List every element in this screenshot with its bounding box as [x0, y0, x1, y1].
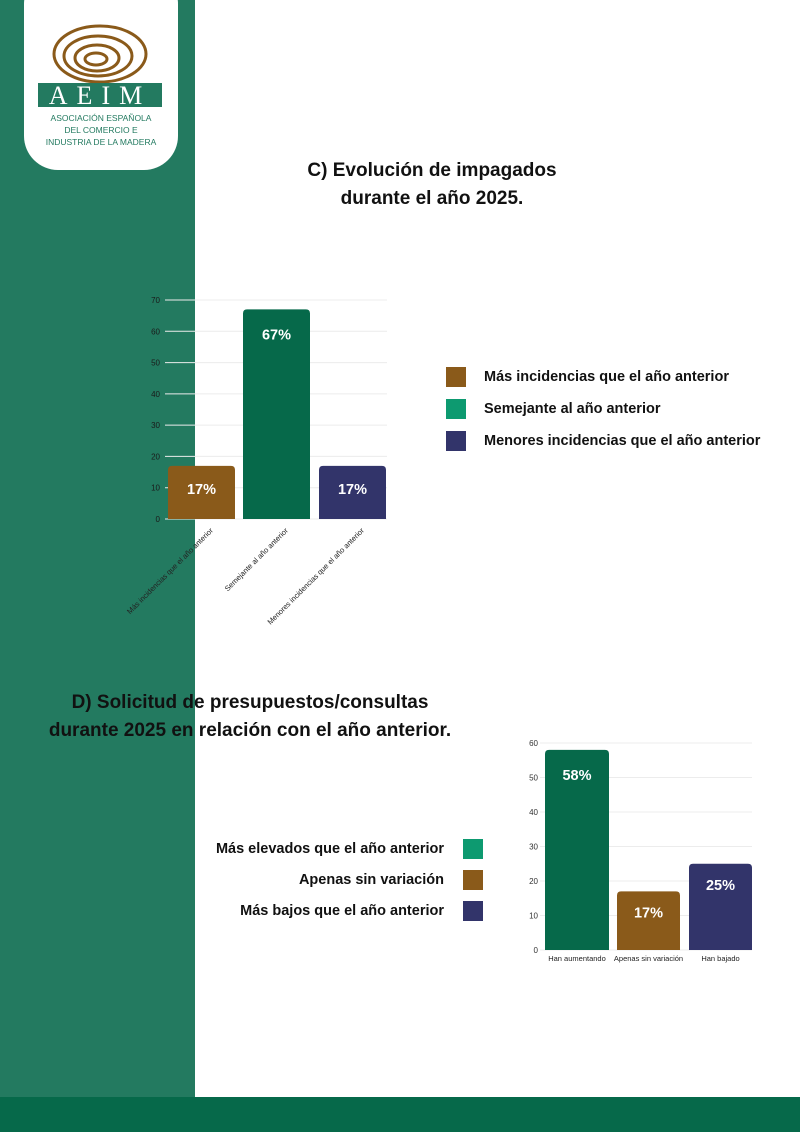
- legend-swatch: [463, 870, 483, 890]
- bar: [319, 465, 386, 519]
- bar: [243, 309, 310, 519]
- footer-band: [0, 1097, 800, 1132]
- bar: [617, 891, 680, 950]
- bar-data-label: 67%: [262, 327, 291, 343]
- legend-c-item: Menores incidencias que el año anterior: [446, 431, 760, 451]
- legend-d-item: Más bajos que el año anterior: [240, 901, 483, 921]
- legend-label: Menores incidencias que el año anterior: [484, 433, 761, 449]
- legend-c-item: Semejante al año anterior: [446, 399, 660, 419]
- y-tick-label: 0: [156, 515, 161, 524]
- legend-swatch: [463, 839, 483, 859]
- logo-subtitle-line: DEL COMERCIO E: [64, 125, 138, 135]
- title-line: durante el año 2025.: [340, 188, 524, 209]
- logo-subtitle: ASOCIACIÓN ESPAÑOLA DEL COMERCIO E INDUS…: [26, 112, 176, 148]
- y-tick-label: 50: [151, 359, 160, 368]
- bar: [689, 863, 752, 950]
- legend-label: Más elevados que el año anterior: [215, 841, 444, 857]
- x-tick-label: Apenas sin variación: [614, 954, 683, 963]
- legend-label: Apenas sin variación: [298, 872, 444, 888]
- section-d-title: D) Solicitud de presupuestos/consultas d…: [20, 689, 480, 745]
- y-tick-label: 50: [529, 774, 538, 783]
- y-tick-label: 10: [151, 484, 160, 493]
- legend-d-item: Más elevados que el año anterior: [216, 839, 483, 859]
- legend-swatch: [446, 431, 466, 451]
- y-tick-label: 20: [529, 877, 538, 886]
- title-line: D) Solicitud de presupuestos/consultas: [71, 692, 429, 713]
- legend-label: Semejante al año anterior: [484, 401, 661, 417]
- legend-label: Más bajos que el año anterior: [240, 903, 444, 919]
- x-tick-label: Más incidencias que el año anterior: [125, 526, 215, 616]
- legend-label: Más incidencias que el año anterior: [484, 369, 729, 385]
- legend-d-item: Apenas sin variación: [299, 870, 483, 890]
- x-tick-label: Han bajado: [701, 954, 739, 963]
- logo-wordmark: AEIM: [38, 83, 162, 109]
- y-tick-label: 70: [151, 296, 160, 305]
- legend-swatch: [446, 367, 466, 387]
- legend-swatch: [446, 399, 466, 419]
- x-tick-label: Semejante al año anterior: [223, 526, 290, 593]
- sidebar-stripe: [0, 0, 195, 1132]
- y-tick-label: 40: [151, 390, 160, 399]
- y-tick-label: 60: [529, 739, 538, 748]
- logo-subtitle-line: ASOCIACIÓN ESPAÑOLA: [50, 113, 152, 123]
- y-tick-label: 30: [151, 421, 160, 430]
- y-tick-label: 30: [529, 843, 538, 852]
- y-tick-label: 0: [534, 946, 539, 955]
- legend-swatch: [463, 901, 483, 921]
- bar-data-label: 17%: [634, 905, 663, 921]
- y-tick-label: 10: [529, 912, 538, 921]
- bar-data-label: 17%: [187, 482, 216, 498]
- title-line: C) Evolución de impagados: [307, 160, 557, 181]
- bar-data-label: 17%: [338, 482, 367, 498]
- legend-c-item: Más incidencias que el año anterior: [446, 367, 729, 387]
- y-tick-label: 20: [151, 452, 160, 461]
- y-tick-label: 40: [529, 808, 538, 817]
- y-tick-label: 60: [151, 327, 160, 336]
- bar: [168, 465, 235, 519]
- bar: [545, 749, 609, 950]
- bar-data-label: 58%: [562, 768, 591, 784]
- logo-rings-icon: [52, 24, 148, 84]
- bar-data-label: 25%: [706, 878, 735, 894]
- logo-subtitle-line: INDUSTRIA DE LA MADERA: [45, 137, 157, 147]
- title-line: durante 2025 en relación con el año ante…: [48, 720, 452, 741]
- section-c-title: C) Evolución de impagados durante el año…: [232, 157, 632, 213]
- x-tick-label: Han aumentando: [548, 954, 606, 963]
